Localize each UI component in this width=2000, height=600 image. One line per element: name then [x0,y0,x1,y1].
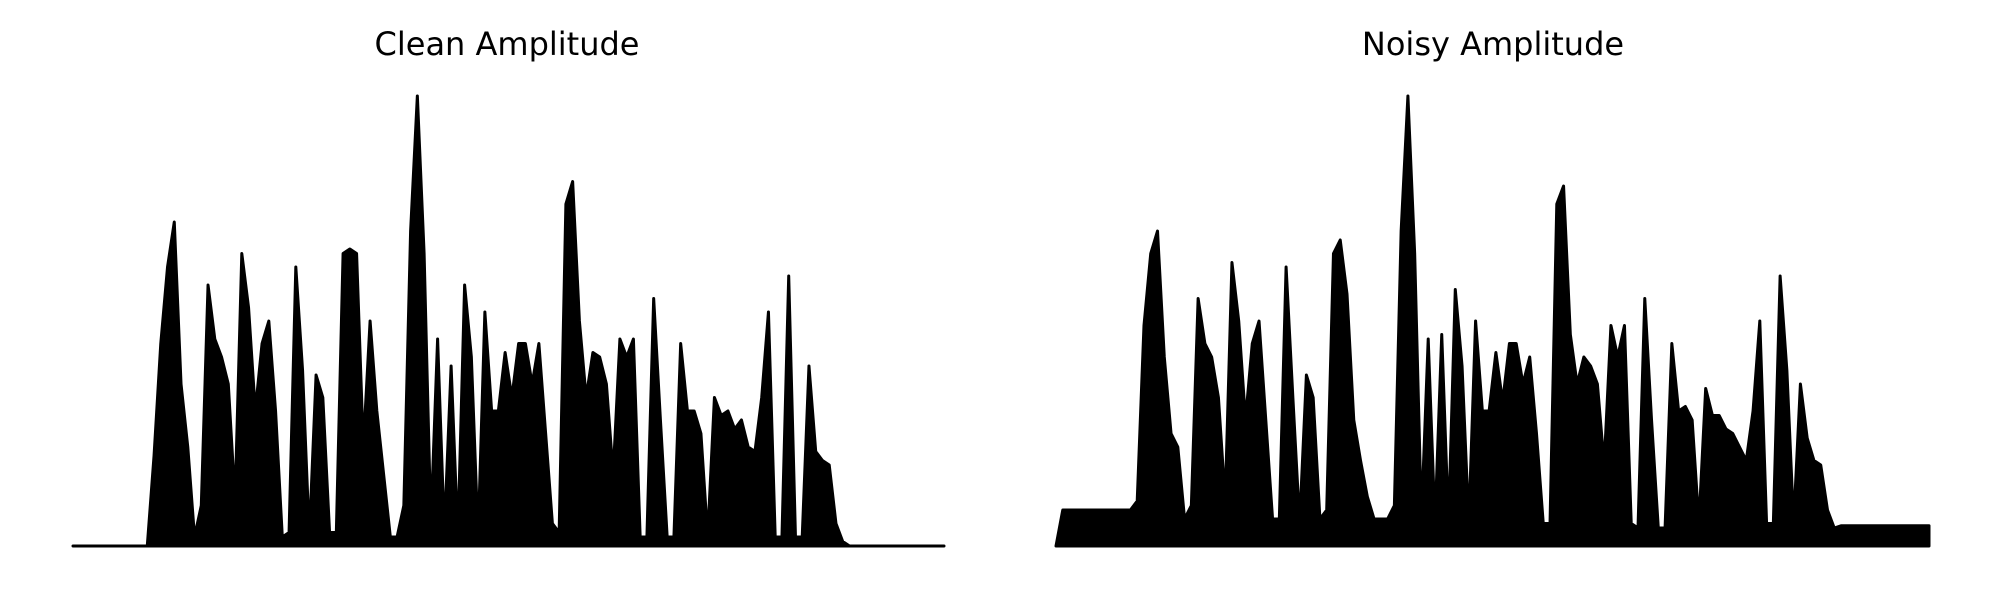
chart-title: Noisy Amplitude [1362,25,1624,63]
amplitude-area [71,94,946,548]
amplitude-area [1054,94,1931,548]
chart-title: Clean Amplitude [375,25,640,63]
